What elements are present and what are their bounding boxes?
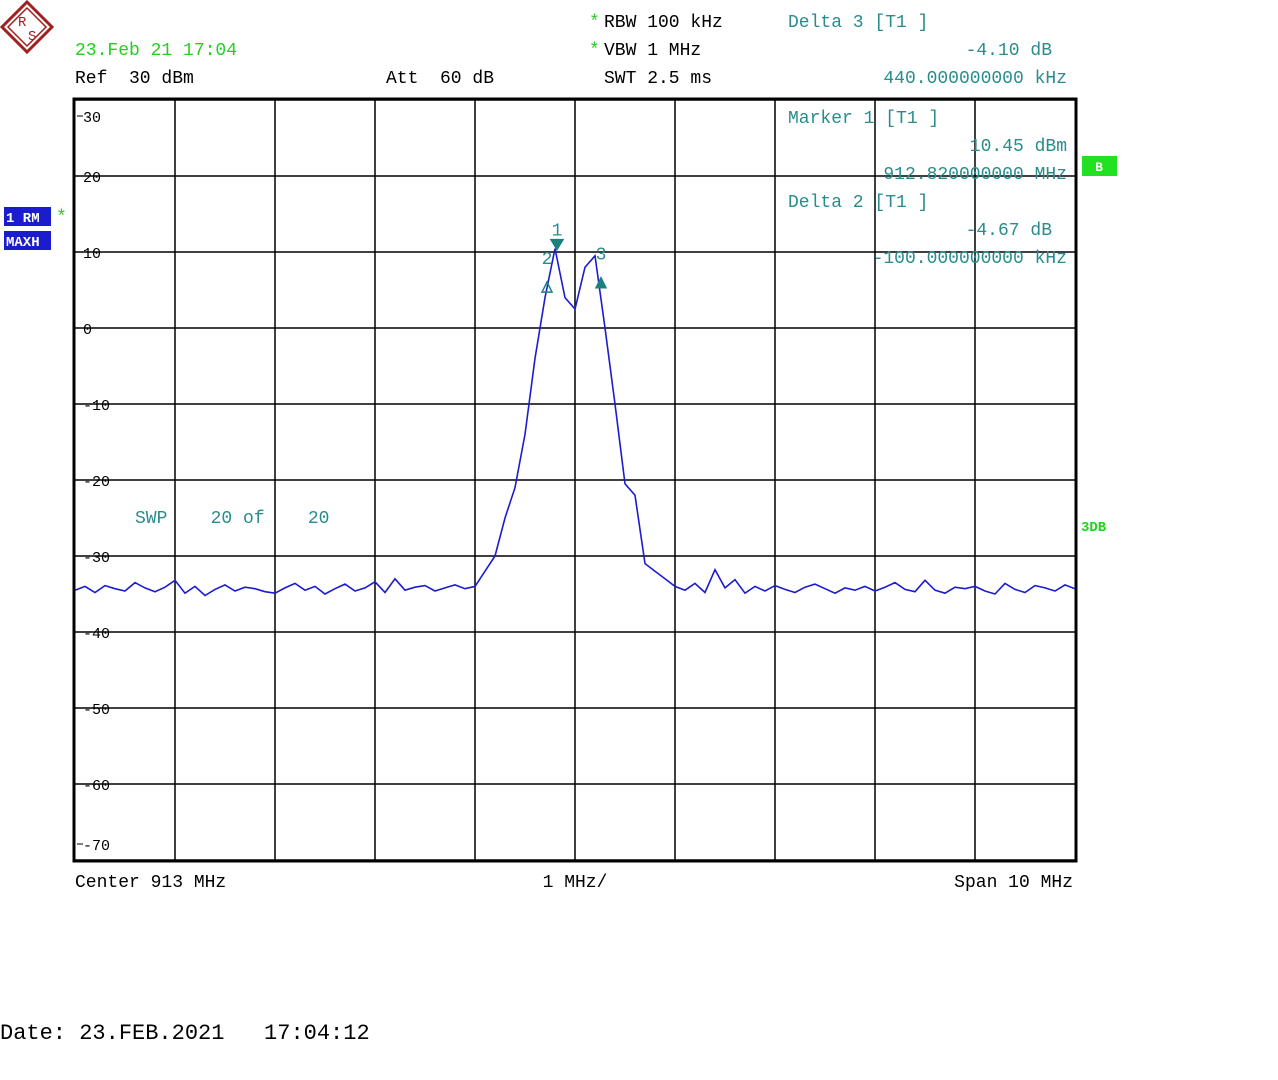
star: *: [56, 208, 67, 228]
y-tick-label: 20: [83, 170, 101, 187]
plot-frame: [72, 97, 1078, 863]
vbw: VBW 1 MHz: [604, 41, 701, 61]
y-tick-label: -40: [83, 626, 110, 643]
delta-level: -4.67 dB: [966, 221, 1053, 241]
y-tick-label: -50: [83, 702, 110, 719]
sweep-time: SWT 2.5 ms: [604, 69, 712, 89]
trace-label: 1 RM: [6, 211, 40, 227]
logo: R S: [0, 0, 55, 55]
side-badge: [1082, 156, 1117, 176]
side-label: 3DB: [1081, 520, 1107, 536]
span: Span 10 MHz: [954, 873, 1073, 893]
trace: [74, 248, 1076, 597]
y-tick-label: -70: [83, 838, 110, 855]
trace-badge: [4, 231, 51, 250]
marker: [540, 280, 554, 293]
marker-label: 1: [552, 222, 563, 242]
y-tick-label: 30: [83, 110, 101, 127]
date: Date: 23.FEB.2021 17:04:12: [0, 1021, 370, 1046]
star: *: [589, 13, 600, 33]
attenuation: Att 60 dB: [386, 69, 494, 89]
sweep-count: SWP 20 of 20: [135, 509, 329, 529]
trace-label: MAXH: [6, 235, 40, 251]
rbw: RBW 100 kHz: [604, 13, 723, 33]
side-label: B: [1095, 160, 1103, 175]
ref-level: Ref 30 dBm: [75, 69, 194, 89]
timestamp: 23.Feb 21 17:04: [75, 41, 237, 61]
marker-label: 3: [596, 246, 607, 266]
delta-level: -4.10 dB: [966, 41, 1053, 61]
y-tick-label: -60: [83, 778, 110, 795]
y-tick-label: -30: [83, 550, 110, 567]
marker: [594, 276, 608, 289]
div-freq: 1 MHz/: [543, 873, 608, 893]
delta-freq: 440.000000000 kHz: [883, 69, 1067, 89]
trace-badge: [4, 207, 51, 226]
y-tick-label: 0: [83, 322, 92, 339]
delta-freq: -100.000000000 kHz: [873, 249, 1067, 269]
y-tick-label: -10: [83, 398, 110, 415]
marker-title: Marker 1 [T1 ]: [788, 109, 939, 129]
marker-label: 2: [542, 250, 553, 270]
logo-letter: R: [18, 15, 27, 31]
plot: 30 20 10 0 -10 -20 -30 -40 -50 -60 -70 1 2 3: [72, 97, 1078, 863]
y-tick-label: -20: [83, 474, 110, 491]
delta-title: Delta 2 [T1 ]: [788, 193, 928, 213]
y-tick-label: 10: [83, 246, 101, 263]
center-freq: Center 913 MHz: [75, 873, 226, 893]
marker-level: 10.45 dBm: [970, 137, 1067, 157]
marker: [549, 238, 565, 252]
star: *: [589, 41, 600, 61]
marker-freq: 912.820000000 MHz: [883, 165, 1067, 185]
delta-title: Delta 3 [T1 ]: [788, 13, 928, 33]
logo-letter: S: [28, 29, 36, 45]
